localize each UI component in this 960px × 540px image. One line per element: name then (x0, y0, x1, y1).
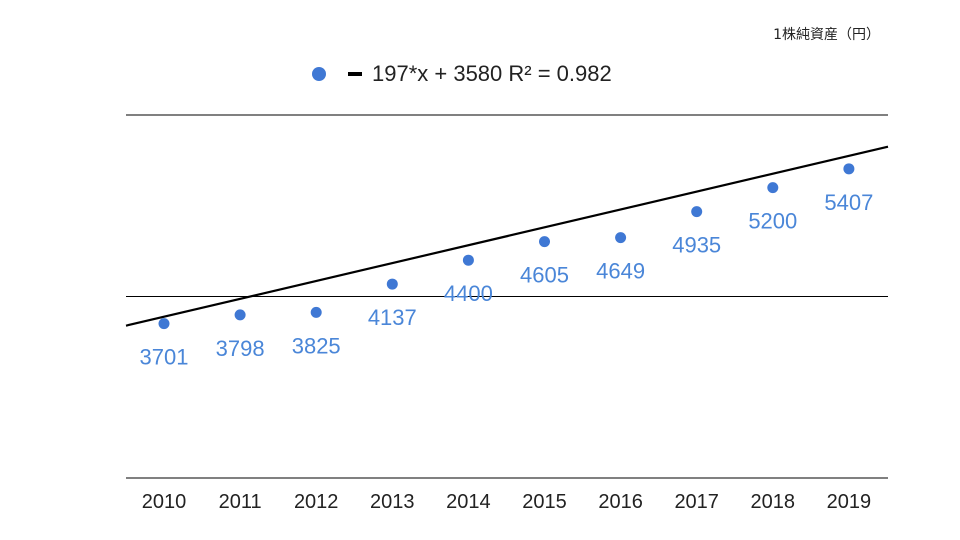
trendline-line (125, 145, 889, 327)
data-label-2018: 5200 (748, 209, 797, 234)
data-label-2015: 4605 (520, 263, 569, 288)
data-point-2014 (462, 254, 474, 266)
x-tick-2019: 2019 (827, 491, 872, 513)
trendline (125, 145, 889, 327)
x-tick-2010: 2010 (142, 491, 187, 513)
data-point-2019 (843, 163, 855, 175)
data-point-2016 (615, 232, 627, 244)
data-point-2013 (386, 278, 398, 290)
x-tick-2015: 2015 (522, 491, 567, 513)
data-point-2015 (539, 236, 550, 248)
data-labels: 3701 3798 3825 4137 4400 4605 4649 4935 5200 5407 (140, 190, 874, 370)
x-tick-2011: 2011 (219, 491, 262, 513)
legend: 197*x + 3580 R² = 0.982 (312, 60, 612, 88)
data-points (158, 163, 855, 330)
gridlines (126, 114, 888, 479)
x-tick-2016: 2016 (598, 491, 643, 513)
x-tick-2018: 2018 (751, 491, 796, 513)
x-tick-2013: 2013 (370, 491, 415, 513)
data-label-2010: 3701 (140, 345, 189, 370)
x-axis-ticks: 2010 2011 2012 2013 2014 2015 2016 2017 2018 2019 (142, 491, 871, 513)
data-label-2011: 3798 (216, 336, 265, 361)
data-point-2011 (234, 309, 246, 321)
data-point-2012 (310, 306, 322, 318)
data-label-2017: 4935 (672, 233, 721, 258)
data-point-2018 (767, 182, 779, 194)
data-point-2017 (691, 206, 703, 218)
data-label-2019: 5407 (824, 190, 873, 215)
data-label-2014: 4400 (444, 281, 493, 306)
x-tick-2012: 2012 (294, 491, 339, 513)
legend-trendline-label: 197*x + 3580 R² = 0.982 (372, 61, 612, 86)
unit-label: 1株純資産（円） (773, 27, 880, 43)
data-label-2016: 4649 (596, 259, 645, 284)
legend-marker-icon (312, 67, 326, 81)
legend-trendline-icon (348, 72, 362, 76)
x-tick-2017: 2017 (674, 491, 719, 513)
data-label-2012: 3825 (292, 333, 341, 358)
data-point-2010 (158, 318, 170, 330)
x-tick-2014: 2014 (446, 491, 491, 513)
data-label-2013: 4137 (368, 305, 417, 330)
